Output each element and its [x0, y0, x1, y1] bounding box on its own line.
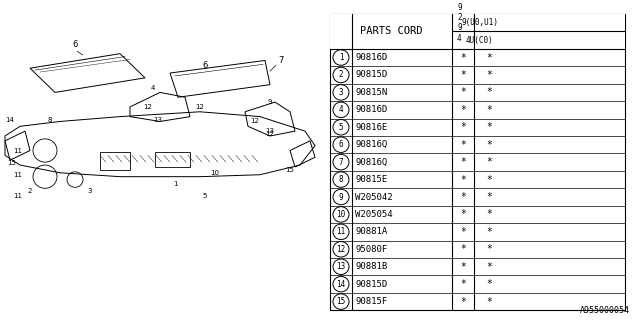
Text: 90816E: 90816E	[355, 123, 387, 132]
Text: 9
2
9
4: 9 2 9 4	[457, 3, 461, 43]
Text: 90815F: 90815F	[355, 297, 387, 306]
Text: *: *	[486, 297, 492, 307]
Text: *: *	[460, 209, 466, 220]
Text: 10: 10	[211, 170, 220, 176]
Text: 10: 10	[337, 210, 346, 219]
Text: 15: 15	[8, 160, 17, 166]
Bar	[330, 14, 625, 310]
Text: 9: 9	[339, 193, 343, 202]
Text: *: *	[486, 122, 492, 132]
Text: *: *	[460, 105, 466, 115]
Text: *: *	[460, 52, 466, 62]
Bar	[155, 152, 190, 167]
Text: 3: 3	[88, 188, 92, 194]
Text: 90816D: 90816D	[355, 105, 387, 114]
Text: *: *	[460, 122, 466, 132]
Text: W205042: W205042	[355, 193, 392, 202]
Text: *: *	[460, 175, 466, 185]
Text: 4U(C0): 4U(C0)	[466, 36, 494, 44]
Text: 1: 1	[173, 181, 177, 188]
Text: 11: 11	[337, 228, 346, 236]
Text: *: *	[486, 87, 492, 97]
Text: 15: 15	[285, 167, 294, 173]
Text: 4: 4	[151, 84, 155, 91]
Text: *: *	[486, 105, 492, 115]
Bar	[100, 152, 130, 170]
Text: *: *	[460, 279, 466, 289]
Text: 14: 14	[337, 280, 346, 289]
Text: 2: 2	[339, 70, 343, 79]
Text: 7: 7	[339, 158, 343, 167]
Text: 90815N: 90815N	[355, 88, 387, 97]
Text: 90815D: 90815D	[355, 70, 387, 79]
Text: *: *	[486, 157, 492, 167]
Text: 90816D: 90816D	[355, 53, 387, 62]
Text: 90816Q: 90816Q	[355, 140, 387, 149]
Text: 11: 11	[13, 172, 22, 178]
Text: 7: 7	[278, 56, 284, 65]
Text: *: *	[460, 157, 466, 167]
Text: 90881A: 90881A	[355, 228, 387, 236]
Text: *: *	[460, 262, 466, 272]
Text: PARTS CORD: PARTS CORD	[360, 26, 422, 36]
Text: 1: 1	[339, 53, 343, 62]
Text: 3: 3	[339, 88, 343, 97]
Text: *: *	[486, 227, 492, 237]
Text: 5: 5	[339, 123, 343, 132]
Text: *: *	[460, 297, 466, 307]
Text: 13: 13	[154, 116, 163, 123]
Text: *: *	[486, 244, 492, 254]
Text: A955000054: A955000054	[580, 306, 630, 315]
Text: 6: 6	[72, 40, 77, 49]
Text: 8: 8	[48, 116, 52, 123]
Text: *: *	[460, 244, 466, 254]
Text: *: *	[486, 70, 492, 80]
Text: 13: 13	[266, 128, 275, 134]
Text: W205054: W205054	[355, 210, 392, 219]
Text: *: *	[486, 175, 492, 185]
Text: 90881B: 90881B	[355, 262, 387, 271]
Text: *: *	[486, 209, 492, 220]
Text: 95080F: 95080F	[355, 245, 387, 254]
Text: 4: 4	[339, 105, 343, 114]
Text: *: *	[486, 140, 492, 150]
Text: *: *	[486, 279, 492, 289]
Text: *: *	[460, 70, 466, 80]
Text: 8: 8	[339, 175, 343, 184]
Text: 90815D: 90815D	[355, 280, 387, 289]
Text: 12: 12	[251, 118, 259, 124]
Text: *: *	[460, 87, 466, 97]
Text: 90816Q: 90816Q	[355, 158, 387, 167]
Text: 11: 11	[13, 193, 22, 199]
Text: 90815E: 90815E	[355, 175, 387, 184]
Text: 14: 14	[6, 116, 15, 123]
Text: 9(U0,U1): 9(U0,U1)	[461, 18, 499, 27]
Text: *: *	[486, 262, 492, 272]
Text: 6: 6	[202, 61, 208, 70]
Text: 11: 11	[13, 148, 22, 154]
Text: 2: 2	[28, 188, 32, 194]
Text: *: *	[486, 192, 492, 202]
Text: 12: 12	[196, 104, 204, 110]
Text: *: *	[460, 227, 466, 237]
Bar	[330, 14, 625, 49]
Text: 9: 9	[268, 99, 272, 105]
Text: 6: 6	[339, 140, 343, 149]
Text: 13: 13	[337, 262, 346, 271]
Text: *: *	[460, 140, 466, 150]
Text: 5: 5	[203, 193, 207, 199]
Text: 15: 15	[337, 297, 346, 306]
Text: *: *	[486, 52, 492, 62]
Text: 12: 12	[143, 104, 152, 110]
Text: 12: 12	[266, 131, 275, 137]
Text: 12: 12	[337, 245, 346, 254]
Text: *: *	[460, 192, 466, 202]
